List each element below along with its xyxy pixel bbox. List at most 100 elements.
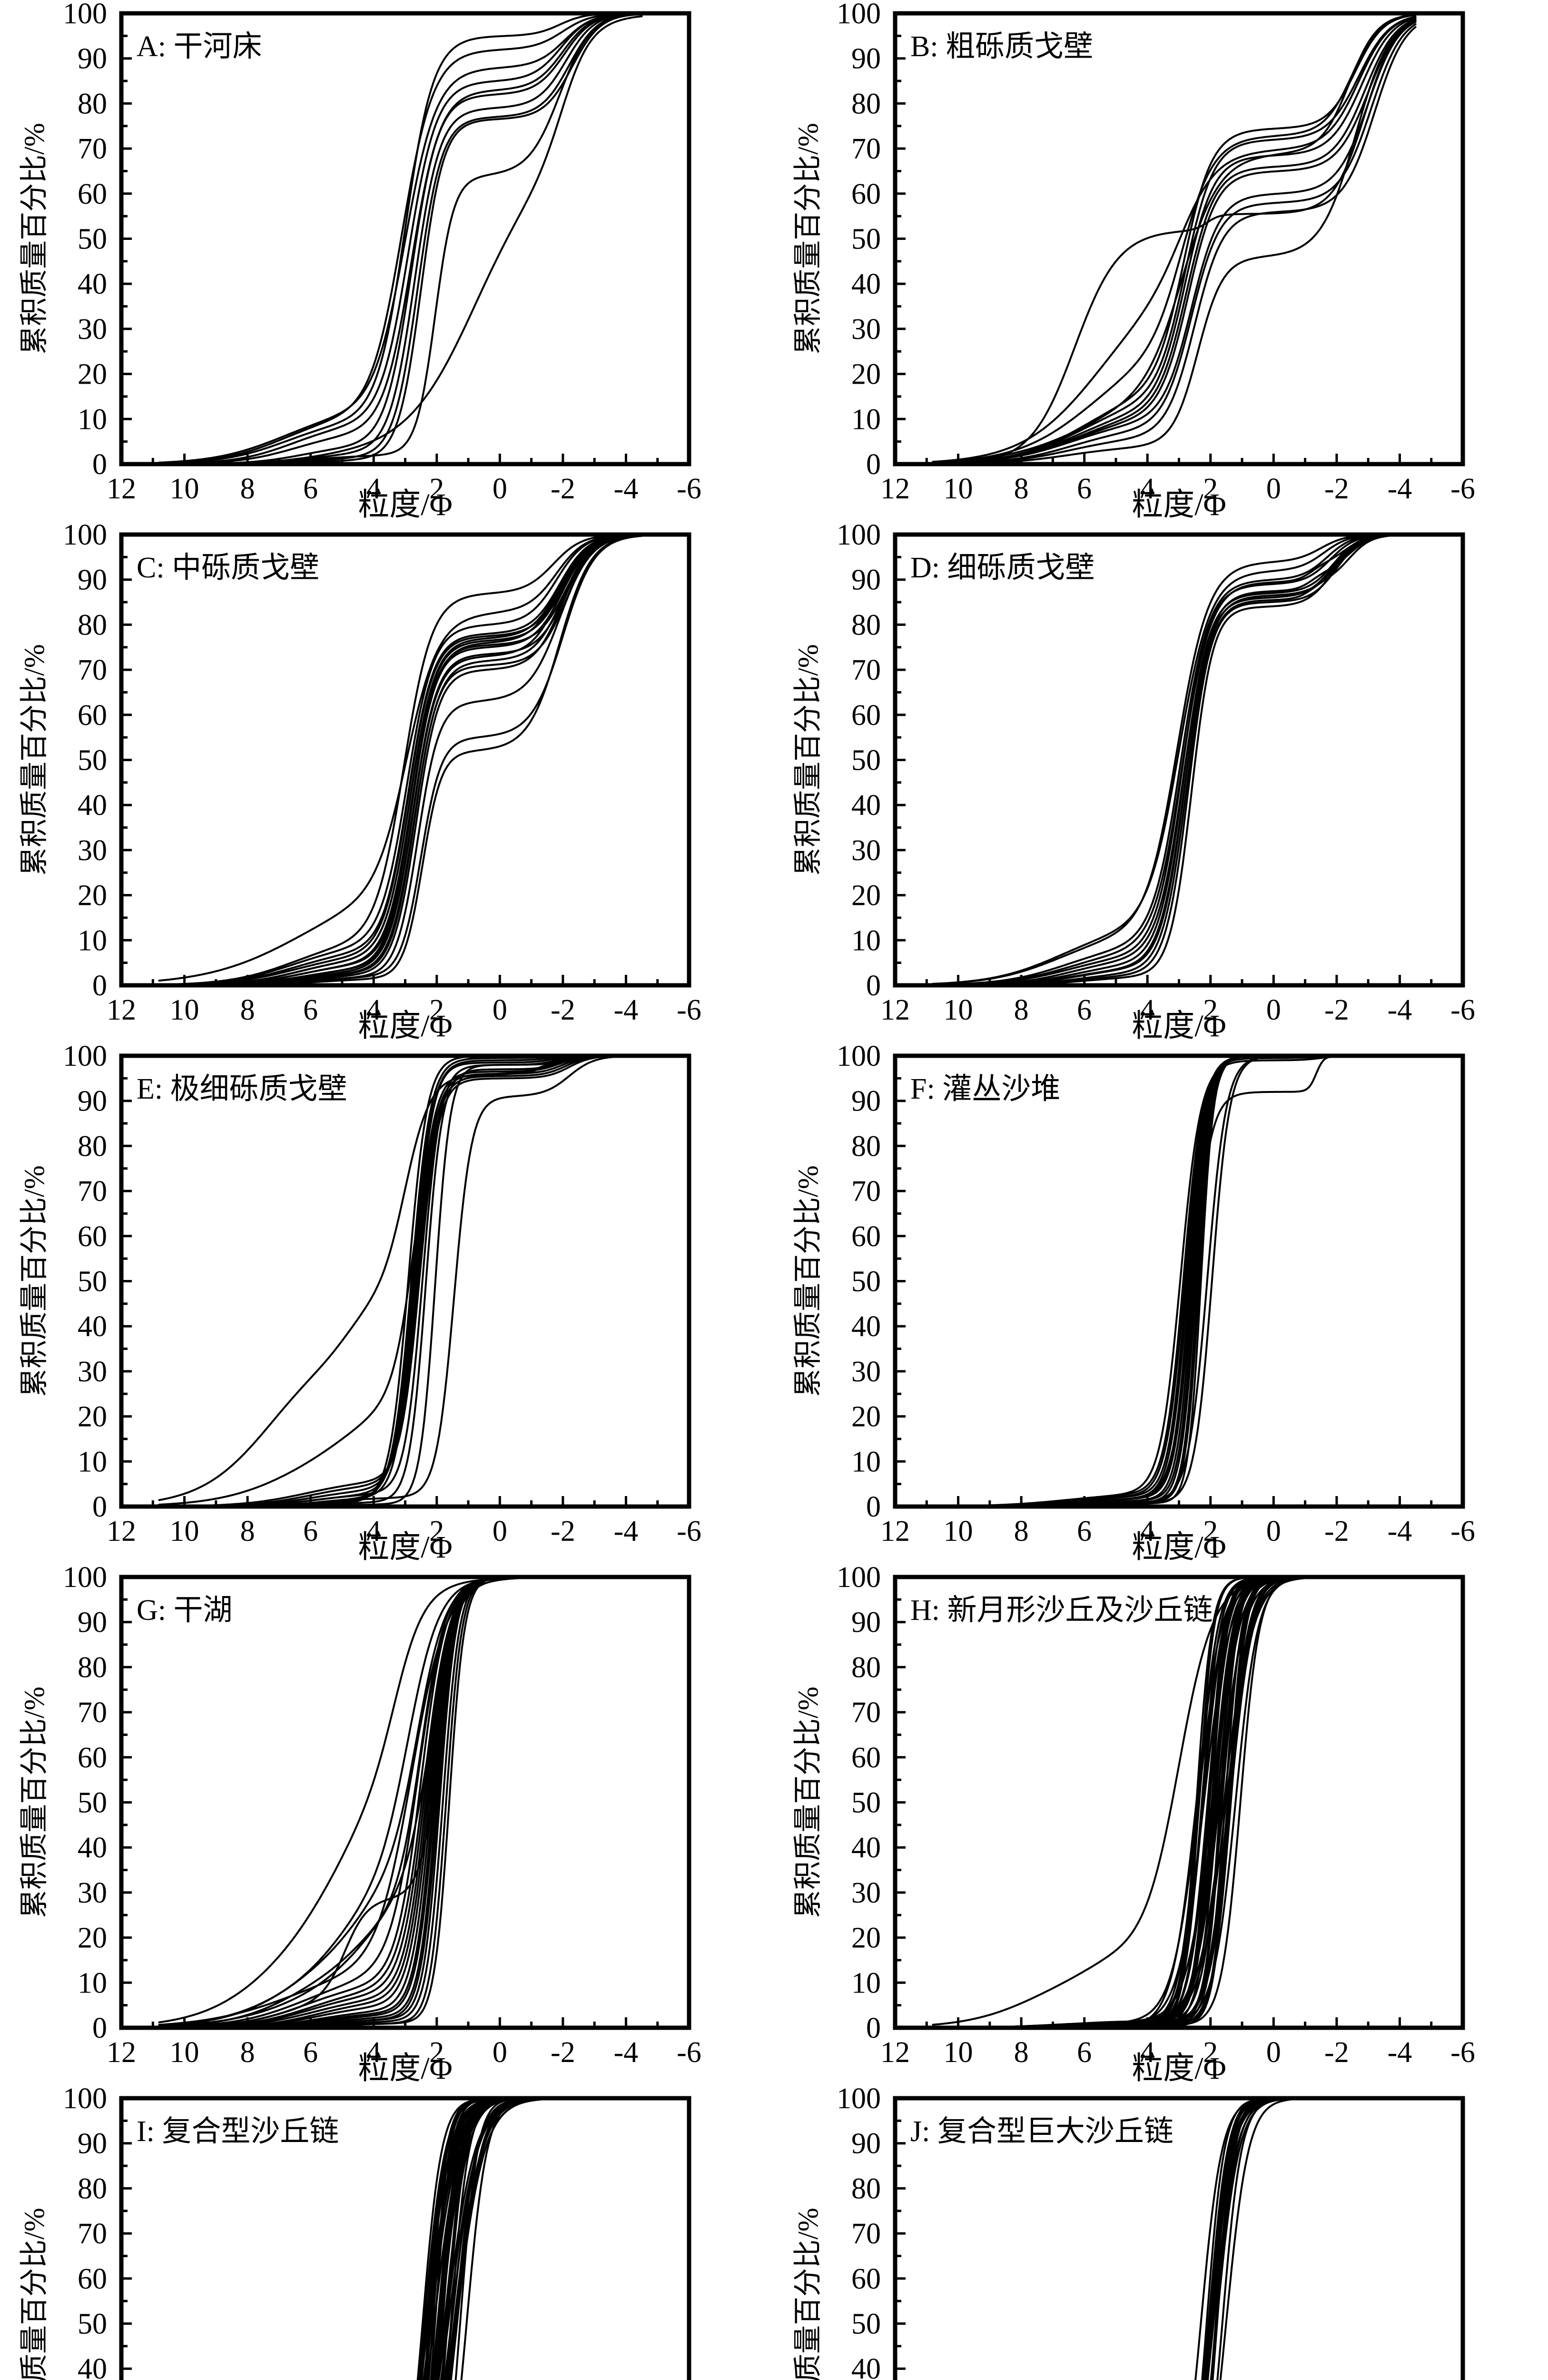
curve-C-2 [158,534,643,986]
y-tick-label: 0 [92,970,107,1002]
y-tick-labels: 0 10 20 30 40 50 60 70 80 90 100 [837,0,881,481]
x-tick-label: -6 [1450,473,1475,505]
x-tick-label: -6 [677,2036,701,2069]
y-tick-label: 10 [78,1446,107,1478]
panel-D: 12 10 8 6 4 2 0 -2 -4 -6 0 10 20 30 40 50 60 70 80 90 100 D: … [774,519,1548,1043]
axis-ticks [120,1054,690,1508]
x-tick-label: 4 [366,473,381,505]
curve-E-8 [158,1055,643,1507]
curve-A-3 [158,12,643,465]
x-tick-label: 0 [1266,2036,1281,2069]
x-tick-label: 6 [303,2036,318,2069]
x-tick-label: 12 [107,1515,136,1547]
y-tick-label: 60 [78,178,107,210]
x-tick-label: 10 [170,2036,199,2069]
x-tick-label: 6 [1077,2036,1092,2069]
y-axis-label: 累积质量百分比/% [792,1686,824,1918]
y-tick-label: 90 [78,564,107,596]
y-tick-label: 80 [851,1651,881,1684]
y-tick-label: 60 [851,2263,881,2295]
curve-E-5 [158,1055,643,1507]
x-tick-label: 2 [1203,2036,1218,2069]
curve-series [932,534,1417,986]
y-tick-label: 40 [78,1832,107,1864]
panel-title: E: 极细砾质戈壁 [137,1073,347,1105]
x-tick-label: 0 [493,2036,507,2069]
curve-B-9 [932,23,1417,465]
curve-series [158,12,643,465]
panel-B-chart: 12 10 8 6 4 2 0 -2 -4 -60102030405060708090100B: … [792,0,1475,522]
curve-E-4 [158,1055,643,1507]
x-tick-labels: 12 10 8 6 4 2 0 -2 -4 -6 [107,473,701,505]
y-tick-label: 70 [78,1696,107,1729]
y-tick-label: 70 [78,654,107,686]
x-tick-label: -4 [614,2036,639,2069]
y-tick-label: 0 [866,1491,881,1523]
x-tick-label: -4 [1388,2036,1412,2069]
x-tick-label: -2 [551,473,575,505]
y-tick-label: 10 [851,1967,881,1999]
panel-I-chart: 121086420-2-4-60102030405060708090100I: … [19,2082,691,2380]
x-tick-label: -2 [1324,2036,1349,2069]
x-tick-label: -6 [677,994,701,1026]
y-tick-label: 10 [851,924,881,957]
curve-B-11 [932,20,1417,465]
x-tick-label: 8 [1014,1515,1029,1547]
x-tick-label: 10 [170,994,199,1026]
curve-E-6 [158,1055,643,1507]
y-tick-label: 90 [78,2128,107,2160]
x-tick-label: 12 [880,2036,910,2069]
curve-E-10 [158,1055,643,1507]
curve-series [158,1055,643,1507]
y-tick-label: 60 [78,1742,107,1774]
y-tick-label: 100 [837,519,881,551]
y-tick-label: 40 [851,789,881,822]
y-axis-label: 累积质量百分比/% [792,644,824,876]
y-tick-label: 40 [78,268,107,300]
y-tick-label: 80 [78,2172,107,2205]
x-tick-label: 2 [1203,473,1218,505]
curve-G-0 [158,1576,643,2023]
x-tick-label: -6 [1450,994,1475,1026]
x-tick-label: -2 [1324,473,1349,505]
y-tick-label: 70 [78,2218,107,2250]
y-tick-label: 20 [851,880,881,912]
y-tick-label: 20 [78,358,107,391]
y-tick-label: 60 [851,178,881,210]
y-axis-label: 累积质量百分比/% [19,1686,50,1918]
panel-title: A: 干河床 [137,30,262,63]
x-tick-label: -2 [551,994,575,1026]
panel-C-chart: 12 10 8 6 4 2 0 -2 -4 -60102030405060708090100C: … [19,519,701,1043]
x-axis-label: 粒度/Φ [358,1530,453,1565]
x-tick-label: 0 [1266,1515,1281,1547]
y-tick-label: 40 [851,2353,881,2380]
y-tick-label: 10 [851,403,881,436]
y-tick-label: 50 [78,223,107,256]
y-tick-label: 80 [78,88,107,120]
curve-G-6 [158,1576,643,2026]
panel-title: H: 新月形沙丘及沙丘链 [910,1594,1213,1626]
x-tick-label: 6 [1077,994,1092,1026]
curve-C-14 [158,534,643,986]
y-tick-label: 40 [78,789,107,822]
curve-D-4 [932,534,1417,986]
y-tick-label: 70 [851,2218,881,2250]
y-tick-label: 100 [63,1561,107,1594]
y-tick-label: 100 [837,1561,881,1594]
x-tick-label: 2 [429,1515,444,1547]
curve-E-3 [158,1055,643,1507]
y-tick-label: 30 [851,313,881,346]
x-tick-label: 8 [1014,473,1029,505]
axis-ticks [120,1576,690,2029]
x-tick-label: 8 [1014,2036,1029,2069]
y-tick-label: 60 [78,2263,107,2295]
y-tick-label: 60 [851,699,881,732]
y-tick-label: 70 [78,133,107,165]
panel-G: 12 10 8 6 4 2 0 -2 -4 -6 0 10 20 30 40 50 60 70 80 90 100 G: … [0,1561,774,2086]
y-tick-labels: 0 10 20 30 40 50 60 70 80 90 100 [63,519,107,1002]
curve-D-11 [932,534,1417,986]
curve-G-5 [158,1576,643,2027]
panel-A: 12 10 8 6 4 2 0 -2 -4 -6 0 10 20 30 40 50 60 70 80 90 100 A: … [0,0,774,522]
curve-D-1 [932,534,1417,985]
y-tick-label: 0 [92,1491,107,1523]
